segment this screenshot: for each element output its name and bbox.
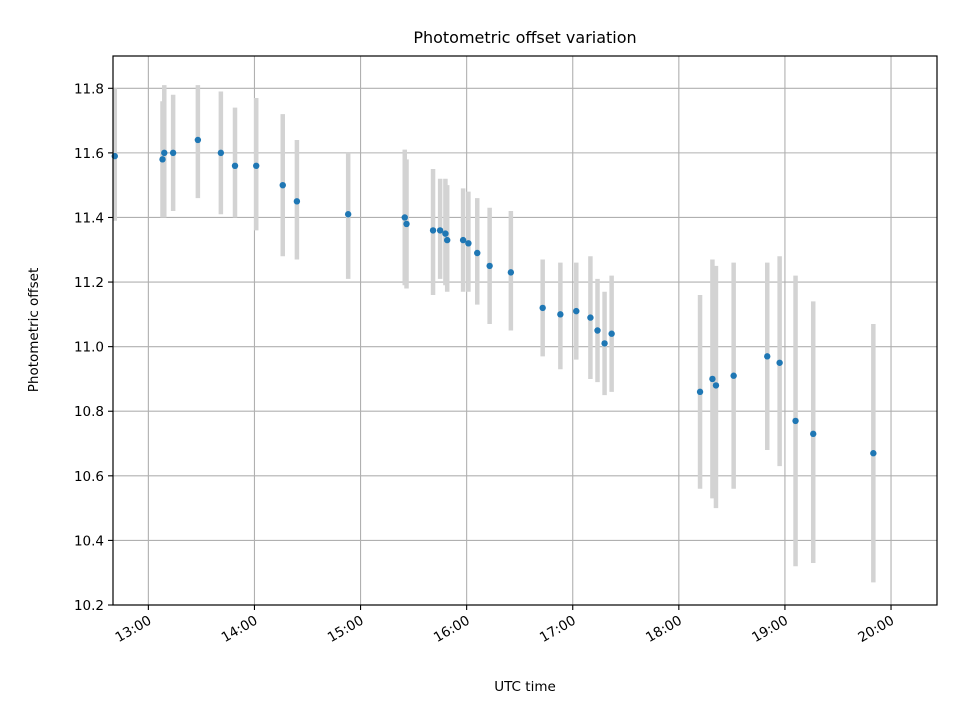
data-point	[486, 262, 493, 270]
data-point	[253, 162, 260, 169]
y-tick-label: 11.0	[74, 340, 104, 356]
data-point	[231, 162, 239, 169]
y-axis-label: Photometric offset	[26, 268, 42, 392]
y-tick-label: 11.4	[74, 210, 104, 226]
grid	[113, 56, 937, 606]
data-point	[601, 340, 608, 347]
data-point	[712, 382, 720, 389]
data-point	[459, 236, 467, 244]
data-point	[293, 198, 301, 205]
y-tick-label: 10.2	[74, 598, 104, 614]
data-point	[169, 149, 177, 157]
y-tick-label: 11.6	[74, 146, 104, 162]
data-point	[539, 304, 546, 312]
data-point	[401, 214, 408, 221]
y-tick-label: 11.8	[74, 81, 104, 97]
plot-frame	[112, 55, 938, 606]
data-point	[217, 149, 225, 157]
data-point	[344, 211, 352, 218]
x-axis-label: UTC time	[494, 679, 556, 695]
chart-title: Photometric offset variation	[413, 28, 636, 47]
y-tick-label: 11.2	[74, 275, 104, 291]
data-point	[194, 136, 202, 144]
y-tick-label: 10.4	[74, 533, 104, 549]
data-point	[810, 430, 817, 438]
data-point	[443, 236, 451, 244]
data-point	[557, 311, 564, 318]
y-tick-label: 10.6	[74, 469, 104, 485]
data-point	[587, 314, 594, 321]
data-point	[696, 388, 704, 396]
data-point	[465, 240, 472, 247]
data-point	[594, 327, 601, 334]
data-point	[870, 450, 877, 457]
data-point	[429, 227, 437, 234]
data-point	[507, 269, 515, 276]
data-points	[111, 136, 877, 457]
data-point	[403, 220, 410, 228]
data-point	[159, 156, 166, 163]
data-point	[608, 330, 615, 337]
data-point	[730, 372, 737, 379]
data-point	[474, 249, 481, 257]
y-tick-label: 10.8	[74, 404, 104, 420]
data-point	[279, 181, 286, 189]
data-point	[161, 149, 168, 157]
data-point	[776, 359, 783, 366]
data-point	[764, 353, 771, 360]
data-point	[573, 307, 580, 315]
data-point	[436, 227, 444, 234]
data-point	[442, 230, 449, 237]
data-point	[792, 417, 799, 425]
y-axis-ticks: 10.2 10.4 10.6 10.8 11.0 11.2 11.4 11.6 11.8	[74, 81, 113, 614]
data-point	[709, 375, 716, 383]
